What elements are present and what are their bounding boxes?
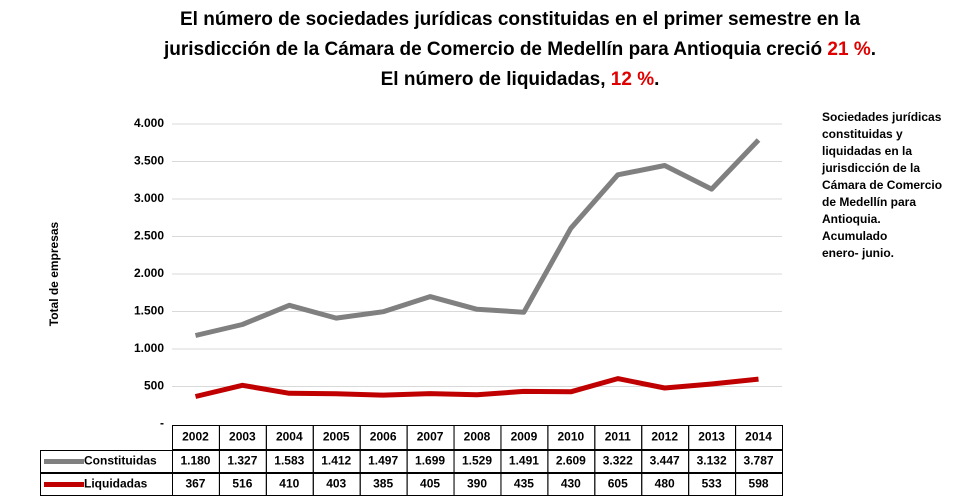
data-label: 516 — [232, 477, 252, 491]
side-note: enero- junio. — [822, 246, 894, 260]
table-cell — [735, 425, 783, 450]
x-tick-label: 2013 — [698, 430, 725, 444]
x-tick-label: 2014 — [745, 430, 772, 444]
data-label: 1.583 — [274, 454, 304, 468]
data-label: 2.609 — [556, 454, 586, 468]
x-tick-label: 2003 — [229, 430, 256, 444]
data-label: 430 — [561, 477, 581, 491]
x-tick-label: 2009 — [511, 430, 538, 444]
data-label: 3.322 — [603, 454, 633, 468]
data-label: 1.491 — [509, 454, 539, 468]
x-tick-label: 2007 — [417, 430, 444, 444]
data-label: 1.497 — [368, 454, 398, 468]
x-tick-label: 2010 — [557, 430, 584, 444]
data-label: 3.447 — [650, 454, 680, 468]
y-tick-label: 1.000 — [134, 341, 164, 355]
y-tick-label: - — [160, 416, 164, 430]
data-label: 1.327 — [227, 454, 257, 468]
legend-label: Constituidas — [84, 454, 157, 468]
chart-title: El número de sociedades jurídicas consti… — [180, 9, 860, 30]
data-label: 1.529 — [462, 454, 492, 468]
side-note: Acumulado — [822, 229, 887, 243]
y-tick-label: 3.000 — [134, 191, 164, 205]
y-tick-label: 2.000 — [134, 266, 164, 280]
side-note: jurisdicción de la — [821, 161, 920, 175]
chart-title: El número de liquidadas, 12 %. — [381, 69, 660, 90]
y-tick-label: 3.500 — [134, 154, 164, 168]
title-text: El número de liquidadas, — [381, 69, 611, 90]
series-line — [194, 138, 761, 338]
side-note: Cámara de Comercio — [822, 178, 942, 192]
table-cell — [735, 450, 783, 473]
side-note: liquidadas en la — [822, 144, 912, 158]
side-note: Antioquia. — [822, 212, 881, 226]
data-label: 1.699 — [415, 454, 445, 468]
data-label: 410 — [279, 477, 299, 491]
y-axis-label: Total de empresas — [47, 221, 61, 326]
data-label: 367 — [185, 477, 205, 491]
title-text: El número de sociedades jurídicas consti… — [180, 9, 860, 30]
side-note: constituidas y — [822, 127, 903, 141]
y-tick-label: 4.000 — [134, 116, 164, 130]
title-text: . — [654, 69, 659, 90]
y-tick-label: 2.500 — [134, 229, 164, 243]
x-tick-label: 2011 — [605, 430, 631, 444]
x-tick-label: 2005 — [323, 430, 350, 444]
chart-title: jurisdicción de la Cámara de Comercio de… — [163, 39, 876, 60]
y-tick-label: 1.500 — [134, 304, 164, 318]
data-label: 3.787 — [744, 454, 774, 468]
x-tick-label: 2002 — [182, 430, 209, 444]
data-label: 480 — [655, 477, 675, 491]
data-label: 403 — [326, 477, 346, 491]
series-line — [194, 376, 759, 399]
x-tick-label: 2004 — [276, 430, 303, 444]
title-text: jurisdicción de la Cámara de Comercio de… — [163, 39, 827, 60]
side-note: Sociedades jurídicas — [822, 110, 942, 124]
data-label: 3.132 — [697, 454, 727, 468]
data-label: 405 — [420, 477, 440, 491]
data-label: 605 — [608, 477, 628, 491]
table-cell — [40, 450, 173, 473]
x-tick-label: 2012 — [651, 430, 678, 444]
x-tick-label: 2008 — [464, 430, 491, 444]
x-tick-label: 2006 — [370, 430, 397, 444]
data-label: 435 — [514, 477, 534, 491]
data-label: 390 — [467, 477, 487, 491]
data-label: 1.180 — [180, 454, 210, 468]
y-tick-label: 500 — [144, 379, 164, 393]
title-text: . — [871, 39, 876, 60]
title-highlight: 21 % — [827, 39, 870, 60]
data-label: 1.412 — [321, 454, 351, 468]
data-label: 598 — [749, 477, 769, 491]
side-note: de Medellín para — [822, 195, 916, 209]
data-label: 385 — [373, 477, 393, 491]
data-label: 533 — [702, 477, 722, 491]
legend-label: Liquidadas — [84, 477, 148, 491]
title-highlight: 12 % — [611, 69, 654, 90]
